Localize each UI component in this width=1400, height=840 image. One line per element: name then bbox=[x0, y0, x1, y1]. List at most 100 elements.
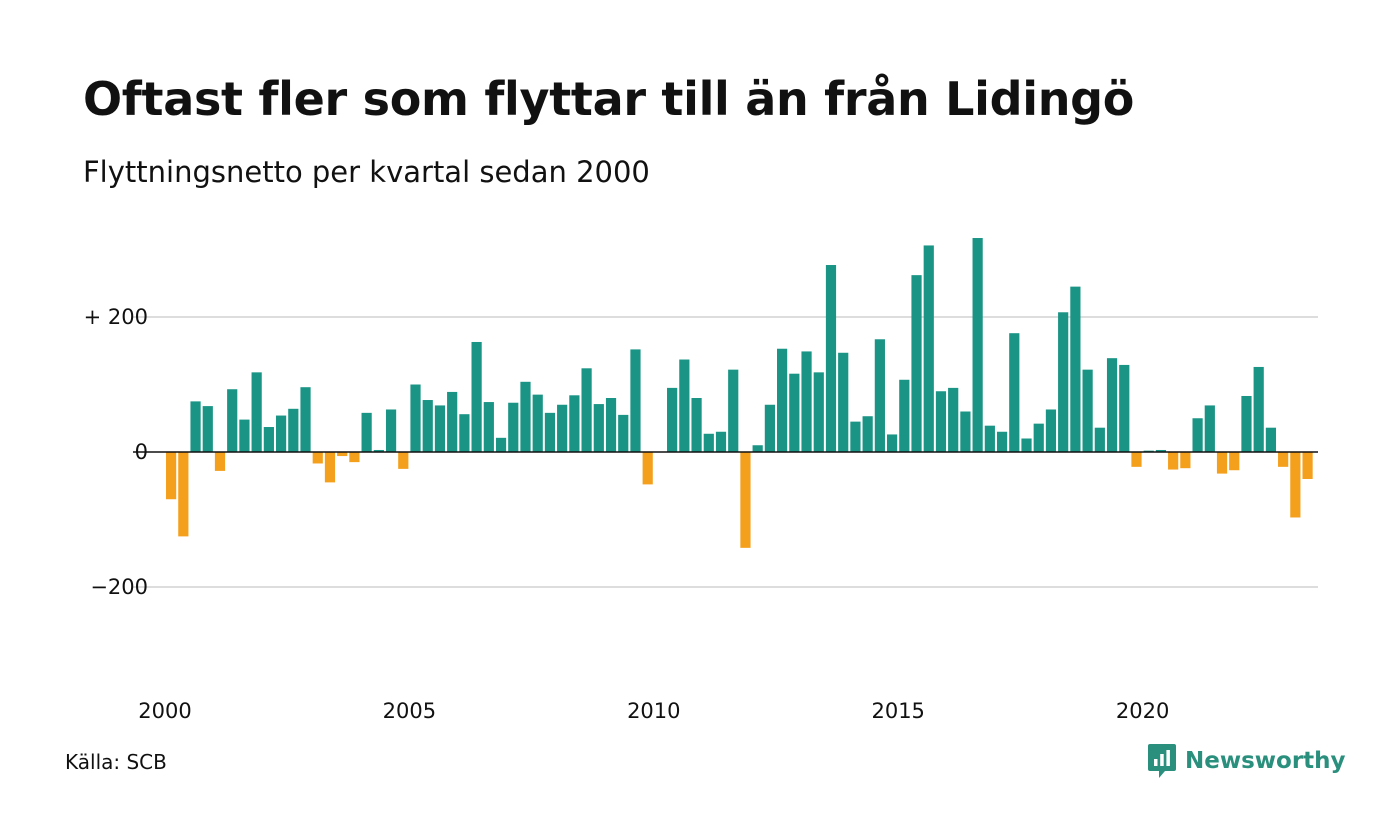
bar bbox=[557, 404, 568, 452]
bar bbox=[569, 395, 580, 452]
bar bbox=[1106, 358, 1118, 452]
bar bbox=[190, 401, 201, 453]
x-tick-label: 2010 bbox=[627, 699, 680, 723]
bar bbox=[520, 381, 531, 452]
bar bbox=[1033, 423, 1044, 452]
bar bbox=[1180, 452, 1191, 469]
bar bbox=[813, 372, 824, 452]
x-tick-label: 2005 bbox=[383, 699, 436, 723]
bar bbox=[361, 412, 372, 452]
bar bbox=[251, 372, 262, 452]
bar bbox=[166, 452, 177, 500]
bar bbox=[850, 421, 861, 453]
bar bbox=[728, 369, 739, 452]
bar bbox=[373, 449, 384, 452]
bar bbox=[1290, 452, 1301, 518]
bar bbox=[300, 387, 311, 452]
bar bbox=[1229, 452, 1240, 471]
bar bbox=[715, 431, 727, 452]
brand-logo: Newsworthy bbox=[1147, 743, 1346, 779]
bar bbox=[923, 245, 934, 452]
bar bbox=[202, 406, 213, 452]
chart-subtitle: Flyttningsnetto per kvartal sedan 2000 bbox=[83, 155, 650, 189]
source-note: Källa: SCB bbox=[65, 750, 167, 774]
bar bbox=[1119, 364, 1130, 452]
bar bbox=[1070, 286, 1081, 453]
bar bbox=[288, 408, 299, 452]
bar bbox=[984, 425, 995, 452]
bar bbox=[1131, 452, 1142, 467]
brand-name: Newsworthy bbox=[1185, 748, 1346, 774]
bar bbox=[996, 431, 1008, 452]
bar bbox=[801, 351, 812, 452]
bar bbox=[1302, 452, 1313, 479]
bar bbox=[1253, 366, 1264, 452]
bar bbox=[337, 452, 348, 457]
x-tick-label: 2020 bbox=[1116, 699, 1169, 723]
bar bbox=[703, 433, 714, 452]
bar bbox=[605, 398, 617, 452]
bar bbox=[886, 434, 898, 452]
bar bbox=[410, 384, 421, 452]
bar bbox=[324, 452, 336, 483]
bar bbox=[935, 391, 947, 452]
bar bbox=[471, 341, 482, 452]
y-tick-label: −200 bbox=[90, 575, 148, 599]
bar bbox=[581, 368, 592, 452]
bar bbox=[544, 412, 556, 452]
bar bbox=[1204, 405, 1215, 452]
bar bbox=[911, 275, 922, 452]
chart-title: Oftast fler som flyttar till än från Lid… bbox=[83, 72, 1135, 126]
bar bbox=[227, 389, 238, 452]
bar bbox=[1045, 409, 1057, 452]
bar bbox=[1216, 452, 1228, 474]
bar bbox=[1009, 333, 1020, 452]
gridlines bbox=[133, 316, 1318, 588]
bar bbox=[1168, 452, 1179, 470]
bar bbox=[618, 414, 629, 453]
bars bbox=[166, 238, 1313, 548]
bar bbox=[825, 265, 837, 452]
bar bbox=[447, 391, 458, 452]
bar bbox=[752, 445, 763, 452]
bar bbox=[642, 452, 653, 485]
bar bbox=[422, 400, 433, 452]
bar bbox=[1278, 452, 1289, 467]
bar bbox=[1241, 395, 1252, 452]
bar bbox=[1058, 312, 1069, 452]
x-tick-label: 2015 bbox=[871, 699, 924, 723]
x-axis-ticks: 2000 2005 2010 2015 2020 bbox=[138, 699, 1169, 723]
bar bbox=[385, 409, 397, 452]
bar bbox=[899, 379, 910, 452]
bar bbox=[483, 402, 494, 452]
y-tick-label: 0 bbox=[135, 440, 148, 464]
bar bbox=[862, 416, 873, 452]
bar bbox=[740, 452, 751, 548]
bar bbox=[178, 452, 189, 537]
bar bbox=[777, 348, 788, 452]
bar bbox=[1265, 427, 1277, 452]
bar bbox=[495, 437, 507, 452]
bar bbox=[275, 415, 287, 452]
bar bbox=[972, 238, 983, 452]
bar bbox=[239, 419, 250, 452]
bar bbox=[532, 394, 543, 453]
bar bbox=[434, 405, 446, 452]
bar bbox=[312, 452, 323, 464]
bar bbox=[214, 452, 226, 471]
bar bbox=[459, 414, 470, 452]
bar bbox=[789, 373, 800, 452]
bar bbox=[349, 452, 360, 463]
bar bbox=[1094, 427, 1105, 452]
chat-bar-chart-icon bbox=[1148, 744, 1176, 778]
bar bbox=[1155, 449, 1167, 452]
bar bbox=[764, 404, 775, 452]
bar bbox=[667, 387, 678, 453]
bar bbox=[1021, 438, 1032, 452]
bar bbox=[960, 411, 971, 452]
bar bbox=[874, 339, 885, 452]
bar bbox=[263, 427, 274, 452]
bar bbox=[948, 387, 959, 453]
bar bbox=[1082, 369, 1093, 452]
